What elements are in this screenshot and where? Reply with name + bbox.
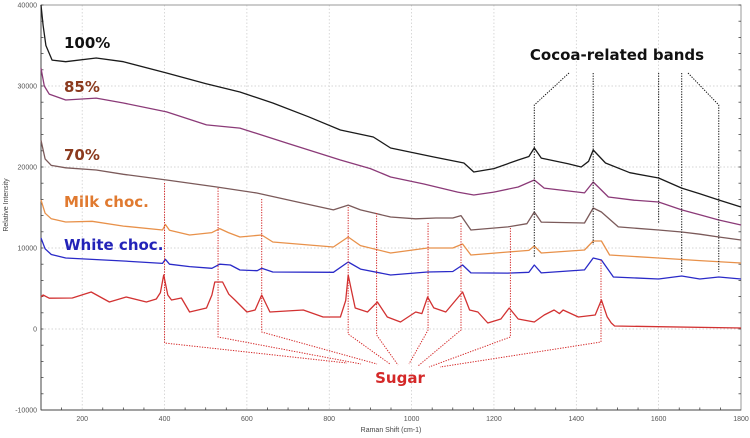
x-tick-label: 1800	[733, 416, 749, 423]
series-line-70	[40, 140, 742, 241]
y-tick-label: -10000	[15, 408, 37, 415]
sugar-pointer-line	[417, 223, 462, 367]
x-tick-label: 1600	[651, 416, 667, 423]
x-tick-label: 400	[159, 416, 171, 423]
series-line-85	[40, 68, 742, 226]
sugar-pointer-line	[164, 183, 348, 364]
series-label: Milk choc.	[64, 193, 149, 211]
y-tick-label: 30000	[18, 84, 38, 91]
series-line-100	[40, 4, 742, 208]
x-tick-label: 1200	[486, 416, 502, 423]
y-tick-label: 0	[33, 327, 37, 334]
cocoa-label: Cocoa-related bands	[530, 46, 704, 64]
series-labels: 100% 85% 70% Milk choc. White choc.	[64, 34, 163, 254]
x-tick-label: 200	[76, 416, 88, 423]
cocoa-pointer-line	[533, 72, 570, 257]
y-axis-label: Relative Intensity	[3, 178, 10, 232]
series-label: 100%	[64, 34, 110, 52]
series-line-milk-choc	[40, 199, 742, 264]
sugar-pointer-line	[217, 188, 362, 365]
series-label: 70%	[64, 146, 100, 164]
sugar-pointer-line	[428, 228, 511, 368]
annotations: Sugar Cocoa-related bands	[164, 46, 720, 387]
sugar-label: Sugar	[375, 369, 425, 387]
sugar-pointer-line	[347, 207, 391, 365]
x-tick-label: 1400	[569, 416, 585, 423]
series-label: White choc.	[64, 236, 163, 254]
series-label: 85%	[64, 78, 100, 96]
x-tick-label: 800	[323, 416, 335, 423]
sugar-pointer-line	[376, 213, 399, 366]
series-line-sugar	[40, 274, 742, 329]
sugar-pointer-line	[408, 223, 429, 365]
axes: 200 400 600 800 1000 1200 1400 1600 1800 -10000 0 1…	[15, 3, 749, 424]
x-tick-label: 1000	[404, 416, 420, 423]
sugar-pointer-line	[261, 199, 378, 365]
y-tick-label: 40000	[18, 3, 38, 10]
x-tick-label: 600	[241, 416, 253, 423]
y-tick-label: 10000	[18, 246, 38, 253]
sugar-pointer-line	[439, 260, 602, 368]
cocoa-pointer-line	[687, 72, 720, 272]
x-axis-label: Raman Shift (cm-1)	[361, 427, 422, 434]
y-tick-label: 20000	[18, 165, 38, 172]
